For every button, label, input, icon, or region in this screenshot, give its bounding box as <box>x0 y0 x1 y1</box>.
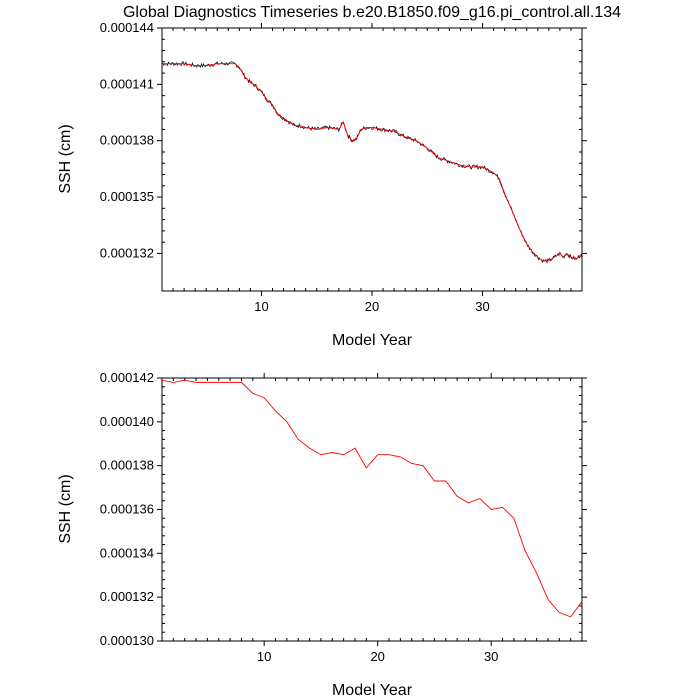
y-tick-label: 0.000138 <box>100 458 154 473</box>
x-tick-label: 30 <box>475 299 489 314</box>
y-tick-label: 0.000136 <box>100 502 154 517</box>
chart-title: Global Diagnostics Timeseries b.e20.B185… <box>123 4 621 21</box>
x-tick-label: 10 <box>257 649 271 664</box>
y-tick-label: 0.000135 <box>100 189 154 204</box>
x-tick-label: 30 <box>484 649 498 664</box>
x-tick-label: 20 <box>365 299 379 314</box>
y-tick-label: 0.000132 <box>100 589 154 604</box>
plot-frame-top <box>161 27 583 292</box>
x-tick-label: 20 <box>370 649 384 664</box>
x-tick-label: 10 <box>254 299 268 314</box>
smoothed-series-line <box>161 379 583 618</box>
x-axis-label-bottom: Model Year <box>332 682 413 699</box>
plot-frame-bottom <box>161 377 583 642</box>
x-axis-label-top: Model Year <box>332 332 413 349</box>
bottom-panel: Model Year SSH (cm) 10 20 30 0.000130 0.0001… <box>57 370 587 699</box>
y-tick-label: 0.000141 <box>100 76 154 91</box>
monthly-series-line <box>161 61 583 264</box>
y-tick-label: 0.000130 <box>100 633 154 648</box>
y-tick-label: 0.000132 <box>100 245 154 260</box>
smoothed-series-line <box>162 63 583 262</box>
y-axis-label-top: SSH (cm) <box>57 124 74 193</box>
y-tick-label: 0.000140 <box>100 414 154 429</box>
y-axis-label-bottom: SSH (cm) <box>57 474 74 543</box>
y-tick-label: 0.000134 <box>100 545 154 560</box>
top-panel: Model Year SSH (cm) 10 20 30 0.000132 0.0001… <box>57 20 587 349</box>
y-tick-label: 0.000142 <box>100 370 154 385</box>
y-tick-label: 0.000138 <box>100 133 154 148</box>
y-tick-label: 0.000144 <box>100 20 154 35</box>
